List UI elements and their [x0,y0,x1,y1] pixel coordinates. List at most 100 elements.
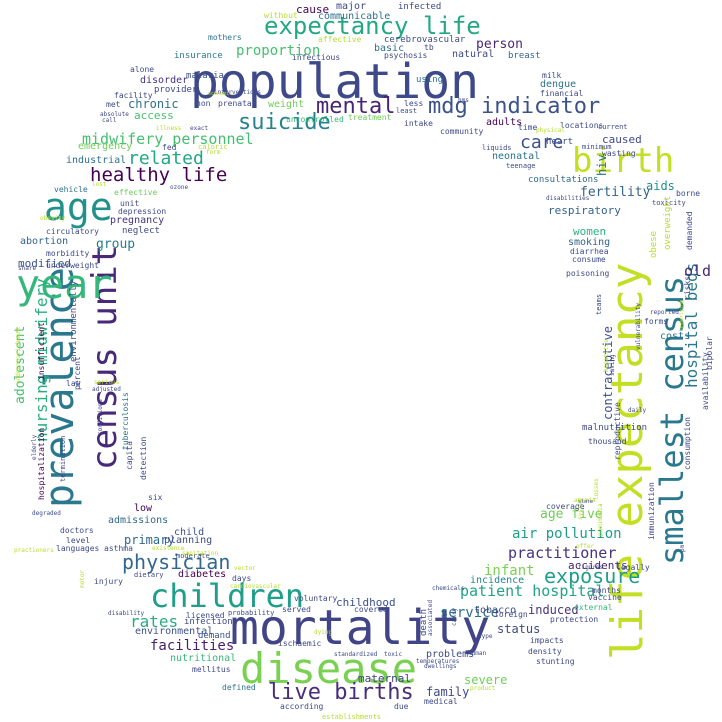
word-form: form [206,149,221,156]
word-admissions: admissions [108,515,169,526]
word-severe: severe [464,673,508,687]
word-accidents: accidents [568,559,628,572]
word-major: major [336,1,367,12]
word-lost: lost [92,181,107,188]
word-overweight: overweight [663,195,673,250]
word-human: human [468,650,487,657]
word-practitioner: practitioner [508,544,617,562]
word-infected: infected [398,2,442,12]
word-motor: motor [79,569,86,588]
word-practioners: practioners [14,547,54,554]
word-absolute: absolute [100,111,129,118]
word-insufficient: insufficient [37,322,46,380]
word-family: family [426,685,470,699]
word-conditions: conditions [97,398,104,435]
word-figures: figures [578,564,604,571]
word-cause: cause [296,3,330,16]
word-maternal: maternal [358,672,411,685]
word-care: care [520,132,564,153]
word-neonatal: neonatal [492,151,541,162]
word-hospitalization: hospitalization [37,427,46,500]
word-disability: disability [108,610,145,617]
word-psychosis: psychosis [384,51,428,60]
word-serious: serious [94,379,120,386]
word-share: share [18,265,37,272]
word-age-five: age five [540,507,603,522]
word-licensed: licensed [186,611,225,620]
word-voluntary: voluntary [294,594,338,603]
word-associated: associated [427,599,434,636]
word-six: six [148,493,163,502]
word-probability: probability [228,609,275,617]
word-obesity: obesity [40,215,66,222]
word-caloric: caloric [198,143,228,151]
word-asthma: asthma [104,544,133,553]
word-diabetes: diabetes [178,569,227,580]
word-saving: saving [609,354,616,376]
word-community: community [440,127,484,136]
word-pneumonia: pneumonia [597,503,604,536]
word-weight: weight [268,99,305,110]
word-malnutrition: malnutrition [582,423,648,433]
word-stunting: stunting [536,657,575,666]
word-bipolar: bipolar [705,336,714,370]
word-served: served [282,605,311,614]
word-thousand: thousand [588,437,627,446]
word-related: related [128,148,204,169]
word-dwellings: dwellings [424,663,457,670]
word-mothers: mothers [208,33,242,42]
word-standardized: standardized [334,651,378,658]
word-demand: demand [198,631,231,641]
word-external: external [574,603,613,612]
word-facilities: facilities [150,638,235,654]
word-mortality: mortality [230,600,491,656]
word-product: product [470,685,496,692]
word-vector: vector [234,565,256,572]
word-risks: risks [683,275,692,300]
word-service: service [440,605,500,621]
word-mdg-indicator: mdg indicator [428,94,601,119]
word-problems: problems [426,649,475,660]
word-losses: losses [593,478,600,500]
word-status: status [497,622,541,636]
word-midwifery-personnel: midwifery personnel [82,130,254,148]
word-forms: forms [644,317,669,326]
word-women: women [573,225,607,238]
word-population: population [190,54,479,110]
word-year: year [16,262,113,308]
word-birth: birth [572,141,675,181]
word-ischaemic: ischaemic [278,639,322,648]
word-affective: affective [318,35,362,44]
word-ozone: ozone [170,184,189,191]
word-milk: milk [542,71,562,80]
word-age: age [44,185,113,229]
word-dying: dying [314,629,333,636]
word-financial: financial [540,89,584,98]
word-anemia: anemia [574,497,596,504]
word-demanded: demanded [685,211,694,250]
word-nutritional: nutritional [170,653,237,664]
word-level: level [66,536,91,545]
word-chemicals: chemicals [432,585,465,592]
word-without: without [264,11,298,20]
word-uncontrolled: uncontrolled [286,115,344,124]
word-fed: fed [162,143,177,152]
word-access: access [134,109,174,122]
word-incidence: incidence [470,575,525,586]
word-toxic: toxic [384,651,403,658]
word-toxicity: toxicity [652,199,686,207]
word-call: call [102,117,117,124]
word-emergency: emergency [78,141,133,152]
word-borne: borne [676,189,701,198]
word-hms: hms [458,97,469,104]
word-protection: protection [550,615,599,624]
word-time: time [518,123,538,132]
word-tuberculosis: tuberculosis [121,392,130,450]
word-proportion: proportion [236,43,321,59]
word-infant: infant [484,563,535,579]
word-poisoning: poisoning [566,269,610,278]
word-morbidity: morbidity [46,249,90,258]
word-prenatal: prenatal [218,99,257,108]
word-physical: physical [536,127,565,134]
word-due: due [394,702,409,711]
